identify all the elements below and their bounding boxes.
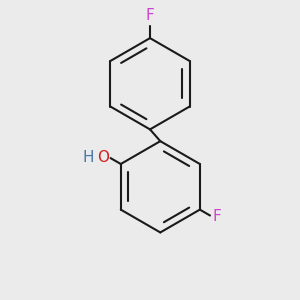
Text: F: F	[146, 8, 154, 23]
Text: H: H	[82, 150, 94, 165]
Text: O: O	[97, 150, 109, 165]
Text: F: F	[213, 209, 222, 224]
